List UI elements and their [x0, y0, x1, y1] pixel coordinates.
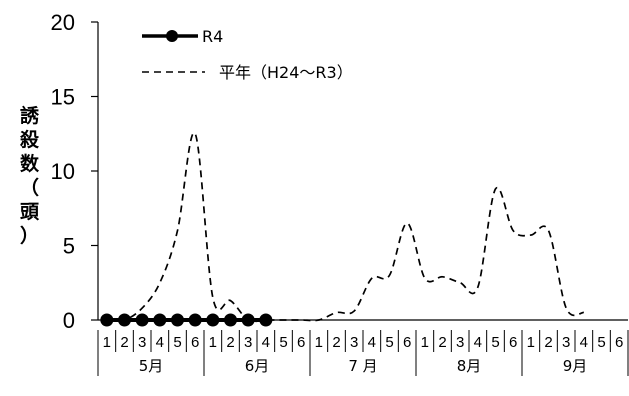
legend-r4-marker	[166, 30, 178, 42]
x-category-table: 1 2 3 4 5 6 1 2 3 4 5 6 1 2 3 4 5 6 1 2 3 4 5 6 1 2 3 4 5 65月 6月 7 月 8月 9…	[97, 319, 629, 376]
legend: R4 平年（H24～R3）	[142, 27, 353, 82]
y-axis-label-char: 頭	[20, 201, 40, 223]
series-r4-point	[118, 313, 131, 327]
x-tick-label: 2	[120, 334, 128, 351]
y-axis-label: 誘殺数（頭）	[19, 104, 40, 247]
y-axis-label-text: 誘殺数（頭）	[19, 104, 40, 247]
series-normal-line	[106, 131, 585, 323]
x-tick-label: 4	[580, 334, 588, 351]
series-r4-point	[153, 313, 167, 327]
x-tick-label: 1	[527, 334, 535, 351]
x-tick-label: 2	[226, 334, 234, 351]
x-tick-label: 1	[103, 334, 111, 351]
x-tick-label: 5	[597, 334, 605, 351]
series-r4-point	[100, 313, 114, 327]
x-tick-label: 6	[191, 334, 199, 351]
series-r4-point	[188, 313, 202, 327]
x-month-label: 5月	[139, 357, 164, 375]
x-tick-label: 3	[350, 334, 358, 351]
y-tick-label: 0	[63, 308, 75, 333]
x-month-label: 8月	[457, 357, 482, 375]
series-r4-point	[241, 313, 255, 327]
x-tick-label: 6	[509, 334, 517, 351]
y-axis-label-char: 誘	[20, 104, 40, 127]
x-tick-label: 1	[209, 334, 217, 351]
y-tick-label: 5	[63, 234, 75, 259]
y-axis-label-char: 数	[20, 152, 40, 175]
x-tick-label: 6	[615, 334, 623, 351]
x-tick-label: 2	[438, 334, 446, 351]
x-tick-label: 4	[368, 334, 376, 351]
series-layer	[100, 131, 585, 327]
x-month-label: 7 月	[348, 357, 377, 375]
legend-normal-label: 平年（H24～R3）	[219, 63, 353, 82]
y-axis-label-char: 殺	[19, 128, 40, 151]
y-tick-label: 10	[51, 159, 75, 184]
series-r4-point	[224, 313, 237, 327]
x-tick-label: 4	[474, 334, 482, 351]
x-tick-label: 6	[297, 334, 305, 351]
x-tick-label: 5	[279, 334, 287, 351]
x-tick-label: 5	[173, 334, 181, 351]
y-ticks: 0 5 10 15 20	[51, 10, 98, 333]
series-r4-point	[135, 313, 149, 327]
series-r4-point	[259, 313, 273, 327]
x-tick-label: 5	[385, 334, 393, 351]
series-r4-point	[171, 313, 184, 327]
x-tick-label: 1	[315, 334, 323, 351]
x-month-label: 6月	[245, 357, 270, 375]
x-tick-label: 3	[562, 334, 570, 351]
y-tick-label: 20	[51, 10, 75, 35]
y-axis-label-char: ）	[20, 224, 39, 247]
legend-r4-label: R4	[202, 27, 223, 46]
x-tick-label: 2	[332, 334, 340, 351]
x-tick-label: 5	[491, 334, 499, 351]
x-month-label: 9月	[563, 357, 588, 375]
x-tick-label: 2	[544, 334, 552, 351]
y-tick-label: 15	[51, 85, 75, 110]
x-tick-label: 4	[262, 334, 270, 351]
x-tick-label: 3	[244, 334, 252, 351]
x-tick-label: 3	[456, 334, 464, 351]
x-tick-label: 6	[403, 334, 411, 351]
x-tick-label: 1	[421, 334, 429, 351]
x-tick-label: 4	[156, 334, 164, 351]
x-tick-label: 3	[138, 334, 146, 351]
y-axis-label-char: （	[20, 176, 39, 199]
series-r4-point	[206, 313, 220, 327]
